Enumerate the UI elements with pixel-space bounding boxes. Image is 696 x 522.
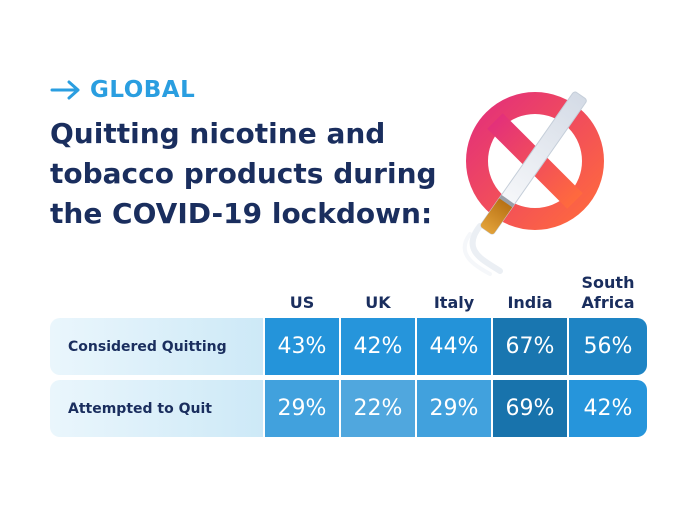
table-cell: 22%	[341, 380, 415, 437]
table-cell: 29%	[417, 380, 491, 437]
column-header-india: India	[507, 293, 553, 312]
arrow-right-icon	[50, 80, 80, 100]
table-cell: 29%	[265, 380, 339, 437]
table-cell: 69%	[493, 380, 567, 437]
title-line-3: the COVID-19 lockdown:	[50, 197, 433, 230]
title-line-1: Quitting nicotine and	[50, 117, 386, 150]
table-cell: 56%	[569, 318, 647, 375]
table-cell: 67%	[493, 318, 567, 375]
section-kicker: GLOBAL	[50, 74, 195, 106]
row-label: Attempted to Quit	[50, 380, 263, 437]
column-header-south-africa: South Africa	[569, 265, 647, 313]
kicker-label: GLOBAL	[90, 77, 196, 103]
row-label: Considered Quitting	[50, 318, 263, 375]
page-title: Quitting nicotine and tobacco products d…	[50, 114, 450, 234]
table-row: Considered Quitting 43% 42% 44% 67% 56%	[50, 318, 647, 375]
column-header-uk: UK	[365, 293, 391, 312]
table-row: Attempted to Quit 29% 22% 29% 69% 42%	[50, 380, 647, 437]
table-cell: 42%	[569, 380, 647, 437]
table-cell: 44%	[417, 318, 491, 375]
column-header-south-africa-text: South Africa	[581, 273, 635, 312]
table-cell: 43%	[265, 318, 339, 375]
no-smoking-icon	[462, 91, 604, 276]
column-header-us: US	[289, 293, 315, 312]
table-cell: 42%	[341, 318, 415, 375]
title-line-2: tobacco products during	[50, 157, 437, 190]
column-header-italy: Italy	[433, 293, 475, 312]
